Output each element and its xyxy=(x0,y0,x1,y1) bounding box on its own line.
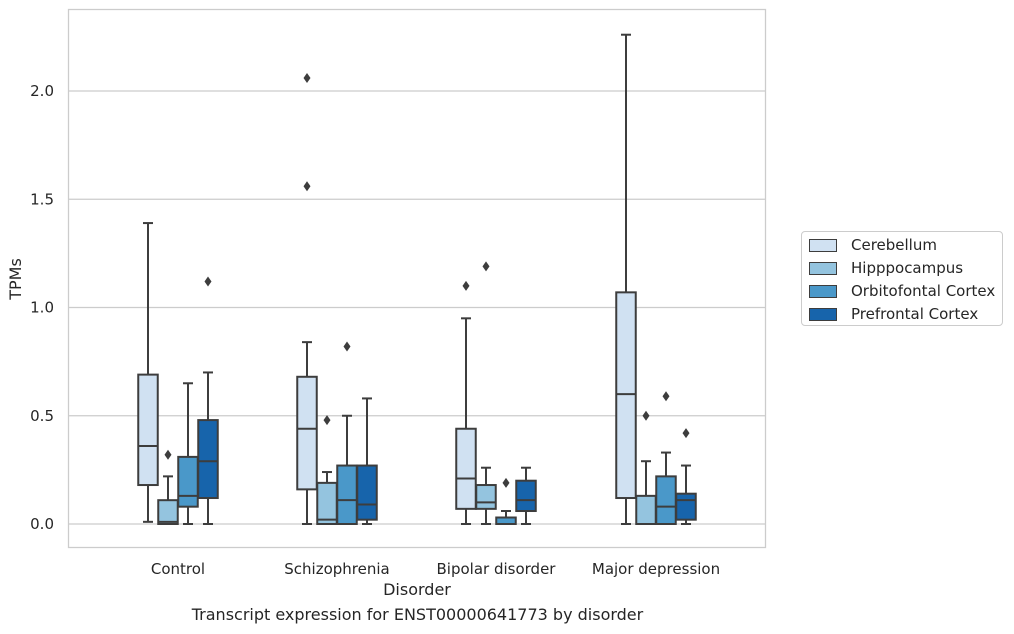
y-axis-label: TPMs xyxy=(6,258,25,301)
box-prefrontal-cortex xyxy=(515,466,537,525)
x-axis-label: Disorder xyxy=(383,580,451,599)
box-orbitofontal-cortex xyxy=(177,382,199,525)
box-iqr xyxy=(635,494,657,526)
box-series xyxy=(137,33,697,526)
y-tick-label: 0.5 xyxy=(30,407,54,425)
legend: Cerebellum Hipppocampus Orbitofontal Cor… xyxy=(801,231,1003,326)
x-tick-label: Bipolar disorder xyxy=(437,560,557,578)
legend-label: Orbitofontal Cortex xyxy=(851,282,996,300)
legend-swatch xyxy=(809,261,837,275)
outlier-point xyxy=(303,73,311,84)
box-iqr xyxy=(455,427,477,510)
outlier-point xyxy=(482,261,490,272)
box-hipppocampus xyxy=(635,410,657,526)
y-tick-label: 0.0 xyxy=(30,515,54,533)
legend-swatch xyxy=(809,284,837,298)
box-orbitofontal-cortex xyxy=(655,391,677,525)
box-cerebellum xyxy=(615,33,637,525)
legend-item-orbitofrontal: Orbitofontal Cortex xyxy=(809,282,995,300)
box-iqr xyxy=(197,419,219,500)
outlier-point xyxy=(204,276,212,287)
chart-caption: Transcript expression for ENST0000064177… xyxy=(191,605,644,624)
box-hipppocampus xyxy=(475,261,497,525)
box-iqr xyxy=(475,484,497,510)
x-tick-label: Major depression xyxy=(592,560,720,578)
outlier-point xyxy=(642,410,650,421)
box-orbitofontal-cortex xyxy=(495,477,517,526)
outlier-point xyxy=(343,341,351,352)
outlier-point xyxy=(323,415,331,426)
box-iqr xyxy=(296,375,318,491)
y-tick-label: 1.0 xyxy=(30,299,54,317)
legend-label: Prefrontal Cortex xyxy=(851,305,979,323)
plot-frame xyxy=(67,8,767,549)
box-cerebellum xyxy=(455,280,477,525)
box-hipppocampus xyxy=(157,449,179,525)
outlier-point xyxy=(462,280,470,291)
box-cerebellum xyxy=(137,222,159,523)
box-iqr xyxy=(177,455,199,508)
x-tick-labels: Control Schizophrenia Bipolar disorder Majo… xyxy=(151,560,720,578)
legend-item-prefrontal: Prefrontal Cortex xyxy=(809,305,978,323)
box-iqr xyxy=(675,492,697,521)
box-iqr xyxy=(356,464,378,521)
legend-label: Cerebellum xyxy=(851,236,937,254)
box-iqr xyxy=(615,291,637,500)
box-prefrontal-cortex xyxy=(356,397,378,525)
box-cerebellum xyxy=(296,73,318,525)
box-prefrontal-cortex xyxy=(197,276,219,525)
box-iqr xyxy=(655,475,677,525)
legend-swatch xyxy=(809,307,837,321)
box-prefrontal-cortex xyxy=(675,428,697,525)
x-tick-label: Schizophrenia xyxy=(284,560,389,578)
legend-item-cerebellum: Cerebellum xyxy=(809,236,937,254)
outlier-point xyxy=(662,391,670,402)
y-tick-label: 1.5 xyxy=(30,190,54,208)
y-tick-label: 2.0 xyxy=(30,82,54,100)
box-orbitofontal-cortex xyxy=(336,341,358,526)
grid-lines xyxy=(68,90,766,525)
y-tick-labels: 0.0 0.5 1.0 1.5 2.0 xyxy=(30,82,54,533)
outlier-point xyxy=(303,181,311,192)
box-iqr xyxy=(137,373,159,487)
legend-item-hippocampus: Hipppocampus xyxy=(809,259,963,277)
box-iqr xyxy=(316,481,338,525)
box-iqr xyxy=(157,499,179,525)
legend-swatch xyxy=(809,238,837,252)
box-hipppocampus xyxy=(316,415,338,525)
outlier-point xyxy=(164,449,172,460)
outlier-point xyxy=(502,477,510,488)
outlier-point xyxy=(682,428,690,439)
legend-label: Hipppocampus xyxy=(851,259,964,277)
x-tick-label: Control xyxy=(151,560,205,578)
box-iqr xyxy=(515,479,537,513)
box-iqr xyxy=(336,464,358,526)
